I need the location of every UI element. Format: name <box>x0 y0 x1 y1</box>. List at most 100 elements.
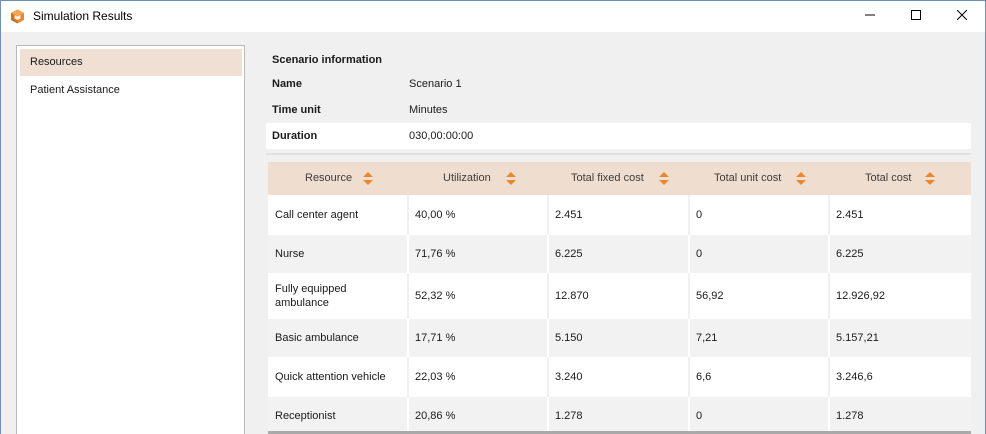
table-horizontal-scrollbar[interactable] <box>268 431 971 434</box>
column-divider <box>828 273 830 319</box>
cell-fixed-cost: 5.150 <box>555 332 583 344</box>
table-header: Resource Utilization Total fixed cost To… <box>268 162 971 195</box>
cell-utilization: 17,71 % <box>415 332 456 344</box>
table-row[interactable]: Fully equipped ambulance 52,32 % 12.870 … <box>268 273 971 319</box>
scenario-info-header: Scenario information <box>272 54 383 66</box>
column-header-total-cost[interactable]: Total cost <box>865 172 912 184</box>
column-divider <box>828 235 830 273</box>
column-divider <box>407 273 409 319</box>
cell-total-cost: 2.451 <box>836 209 864 221</box>
info-value: 030,00:00:00 <box>409 130 474 142</box>
column-divider <box>828 195 830 235</box>
cell-utilization: 22,03 % <box>415 371 456 383</box>
column-divider <box>688 235 690 273</box>
content-area: Resources Patient Assistance Scenario in… <box>1 32 985 434</box>
title-bar[interactable]: Simulation Results <box>1 1 985 32</box>
cell-unit-cost: 0 <box>696 248 703 260</box>
column-divider <box>688 397 690 434</box>
list-item-patient-assistance[interactable]: Patient Assistance <box>20 77 242 104</box>
column-divider <box>547 273 549 319</box>
results-category-list: Resources Patient Assistance <box>16 45 245 434</box>
info-value: Minutes <box>409 104 448 116</box>
cell-unit-cost: 0 <box>696 410 703 422</box>
cell-utilization: 52,32 % <box>415 290 456 302</box>
column-divider <box>547 397 549 434</box>
cell-utilization: 20,86 % <box>415 410 456 422</box>
table-row[interactable]: Call center agent 40,00 % 2.451 0 2.451 <box>268 195 971 235</box>
maximize-icon <box>911 10 921 23</box>
table-row[interactable]: Receptionist 20,86 % 1.278 0 1.278 <box>268 397 971 434</box>
cell-unit-cost: 7,21 <box>696 332 718 344</box>
close-button[interactable] <box>939 1 985 32</box>
sort-updown-icon[interactable] <box>925 172 935 185</box>
cell-resource: Receptionist <box>275 410 336 422</box>
list-item-label: Patient Assistance <box>30 84 120 96</box>
app-cube-icon <box>10 9 25 24</box>
column-divider <box>688 195 690 235</box>
sort-updown-icon[interactable] <box>659 172 669 185</box>
column-divider <box>688 319 690 357</box>
info-row-name: Name Scenario 1 <box>266 71 971 97</box>
cell-total-cost: 5.157,21 <box>836 332 879 344</box>
sort-updown-icon[interactable] <box>506 172 516 185</box>
info-label: Duration <box>272 130 318 142</box>
cell-total-cost: 3.246,6 <box>836 371 873 383</box>
column-divider <box>547 235 549 273</box>
maximize-button[interactable] <box>893 1 939 32</box>
column-divider <box>547 195 549 235</box>
list-item-label: Resources <box>30 56 83 68</box>
cell-resource: Nurse <box>275 248 305 260</box>
cell-fixed-cost: 2.451 <box>555 209 583 221</box>
cell-fixed-cost: 1.278 <box>555 410 583 422</box>
column-divider <box>407 319 409 357</box>
cell-total-cost: 6.225 <box>836 248 864 260</box>
info-label: Name <box>272 78 302 90</box>
cell-unit-cost: 56,92 <box>696 290 724 302</box>
column-header-utilization[interactable]: Utilization <box>443 172 491 184</box>
divider <box>266 153 971 155</box>
table-row[interactable]: Nurse 71,76 % 6.225 0 6.225 <box>268 235 971 273</box>
minimize-button[interactable] <box>847 1 893 32</box>
table-row[interactable]: Quick attention vehicle 22,03 % 3.240 6,… <box>268 357 971 397</box>
minimize-icon <box>865 10 875 23</box>
column-divider <box>828 397 830 434</box>
info-row-duration: Duration 030,00:00:00 <box>266 123 971 149</box>
cell-resource: Basic ambulance <box>275 332 359 344</box>
cell-total-cost: 12.926,92 <box>836 290 885 302</box>
resources-table: Resource Utilization Total fixed cost To… <box>268 162 971 434</box>
column-header-resource[interactable]: Resource <box>305 172 353 184</box>
column-divider <box>407 195 409 235</box>
sort-updown-icon[interactable] <box>796 172 806 185</box>
cell-unit-cost: 0 <box>696 209 703 221</box>
sort-updown-icon[interactable] <box>363 172 373 185</box>
column-header-total-unit-cost[interactable]: Total unit cost <box>714 172 782 184</box>
cell-utilization: 71,76 % <box>415 248 456 260</box>
cell-total-cost: 1.278 <box>836 410 864 422</box>
column-header-total-fixed-cost[interactable]: Total fixed cost <box>571 172 644 184</box>
column-divider <box>547 319 549 357</box>
cell-utilization: 40,00 % <box>415 209 456 221</box>
column-divider <box>547 357 549 397</box>
table-row[interactable]: Basic ambulance 17,71 % 5.150 7,21 5.157… <box>268 319 971 357</box>
info-label: Time unit <box>272 104 321 116</box>
column-divider <box>688 357 690 397</box>
results-detail-panel: Scenario information Name Scenario 1 Tim… <box>266 45 971 434</box>
column-divider <box>407 397 409 434</box>
window-title: Simulation Results <box>33 9 133 23</box>
cell-resource: Call center agent <box>275 209 359 221</box>
cell-resource: Quick attention vehicle <box>275 371 386 383</box>
cell-fixed-cost: 12.870 <box>555 290 589 302</box>
info-row-time-unit: Time unit Minutes <box>266 97 971 123</box>
column-divider <box>828 357 830 397</box>
list-item-resources[interactable]: Resources <box>20 49 242 76</box>
column-divider <box>407 357 409 397</box>
cell-fixed-cost: 6.225 <box>555 248 583 260</box>
cell-resource: Fully equipped ambulance <box>275 283 347 309</box>
column-divider <box>828 319 830 357</box>
cell-unit-cost: 6,6 <box>696 371 712 383</box>
column-divider <box>688 273 690 319</box>
info-value: Scenario 1 <box>409 78 462 90</box>
cell-fixed-cost: 3.240 <box>555 371 583 383</box>
column-divider <box>407 235 409 273</box>
